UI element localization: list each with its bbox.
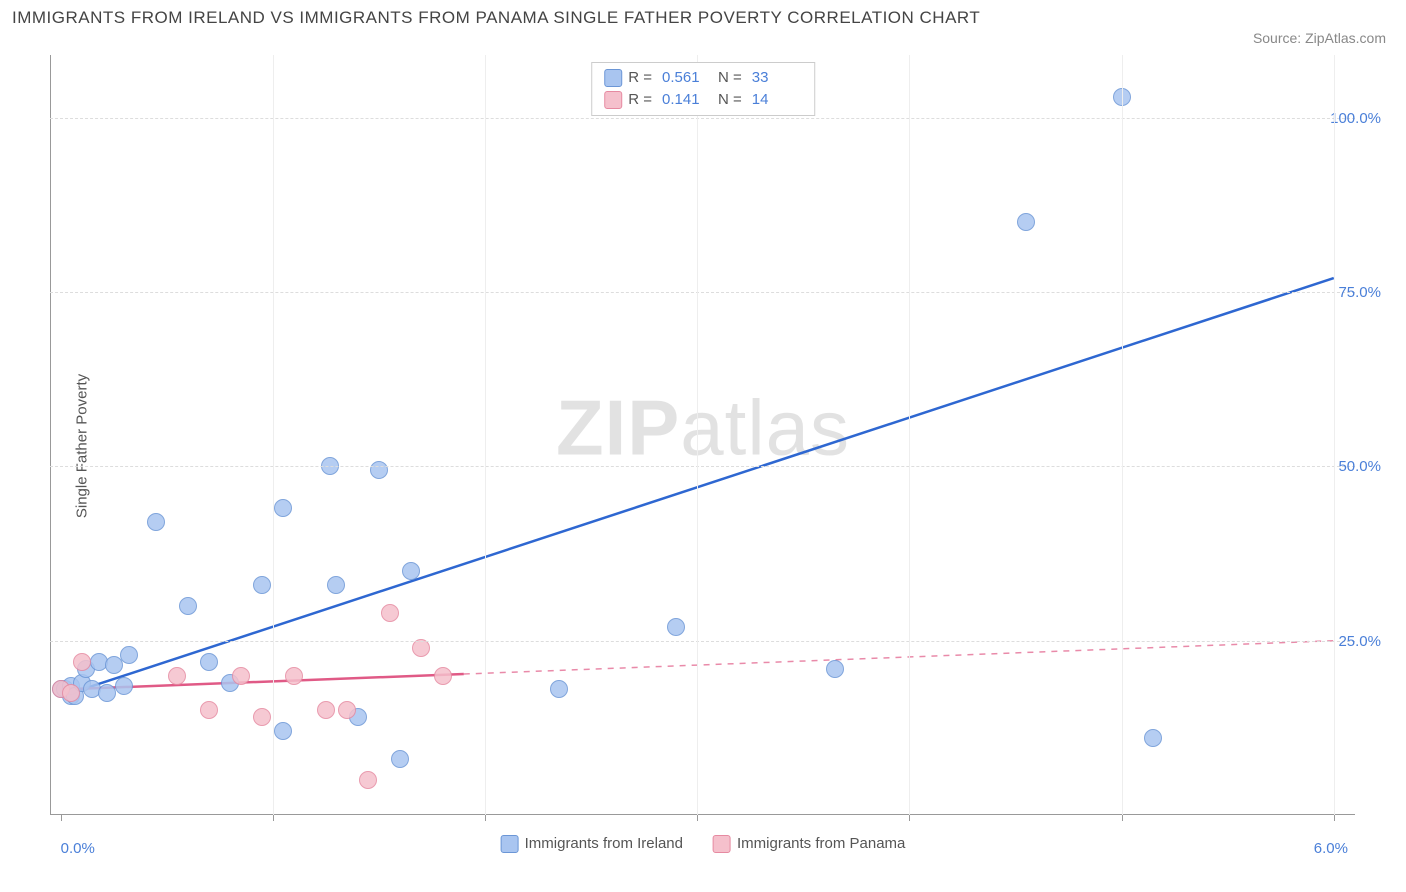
scatter-point-ireland [147,513,165,531]
legend-label-panama: Immigrants from Panama [737,835,905,852]
legend-n-label: N = [718,67,742,89]
legend-r-label: R = [628,89,652,111]
scatter-point-panama [338,701,356,719]
scatter-point-ireland [115,677,133,695]
scatter-point-ireland [120,646,138,664]
gridline-v [1334,55,1335,815]
scatter-point-ireland [1144,729,1162,747]
scatter-point-panama [62,684,80,702]
legend-stat-row-panama: R = 0.141 N = 14 [604,89,802,111]
gridline-h [50,292,1355,293]
y-tick-label: 25.0% [1301,633,1381,650]
scatter-point-ireland [200,653,218,671]
scatter-point-ireland [274,499,292,517]
scatter-point-panama [359,771,377,789]
legend-r-value-ireland: 0.561 [662,67,712,89]
legend-item-ireland: Immigrants from Ireland [501,835,683,853]
x-tick-mark [1122,815,1123,821]
legend-r-value-panama: 0.141 [662,89,712,111]
gridline-v [273,55,274,815]
scatter-point-panama [285,667,303,685]
scatter-point-ireland [402,562,420,580]
legend-stat-row-ireland: R = 0.561 N = 33 [604,67,802,89]
source-prefix: Source: [1253,30,1305,46]
scatter-point-ireland [179,597,197,615]
legend-swatch-ireland [501,835,519,853]
scatter-point-ireland [550,680,568,698]
x-tick-mark [485,815,486,821]
source-attribution: Source: ZipAtlas.com [1253,30,1386,46]
gridline-v [485,55,486,815]
gridline-h [50,641,1355,642]
scatter-point-panama [232,667,250,685]
scatter-point-ireland [826,660,844,678]
legend-swatch-ireland [604,69,622,87]
legend-stats-box: R = 0.561 N = 33 R = 0.141 N = 14 [591,62,815,116]
chart-title: IMMIGRANTS FROM IRELAND VS IMMIGRANTS FR… [12,8,980,28]
gridline-v [697,55,698,815]
scatter-point-panama [168,667,186,685]
gridline-v [1122,55,1123,815]
legend-swatch-panama [713,835,731,853]
scatter-point-ireland [667,618,685,636]
x-tick-mark [61,815,62,821]
x-tick-mark [909,815,910,821]
gridline-v [909,55,910,815]
scatter-point-ireland [253,576,271,594]
scatter-point-panama [434,667,452,685]
legend-item-panama: Immigrants from Panama [713,835,905,853]
gridline-h [50,118,1355,119]
legend-n-label: N = [718,89,742,111]
gridline-h [50,466,1355,467]
legend-swatch-panama [604,91,622,109]
scatter-point-panama [381,604,399,622]
x-tick-label: 0.0% [61,840,95,857]
scatter-point-panama [73,653,91,671]
scatter-point-ireland [1017,213,1035,231]
scatter-point-ireland [370,461,388,479]
x-tick-mark [273,815,274,821]
legend-n-value-ireland: 33 [752,67,802,89]
legend-n-value-panama: 14 [752,89,802,111]
scatter-point-ireland [274,722,292,740]
x-tick-mark [697,815,698,821]
y-tick-label: 75.0% [1301,284,1381,301]
legend-series: Immigrants from Ireland Immigrants from P… [501,835,906,853]
legend-label-ireland: Immigrants from Ireland [525,835,683,852]
scatter-point-ireland [391,750,409,768]
scatter-point-panama [200,701,218,719]
legend-r-label: R = [628,67,652,89]
scatter-point-ireland [327,576,345,594]
y-tick-label: 100.0% [1301,110,1381,127]
chart-plot-area [50,55,1355,815]
y-tick-label: 50.0% [1301,458,1381,475]
x-tick-label: 6.0% [1314,840,1348,857]
scatter-point-panama [253,708,271,726]
scatter-point-panama [317,701,335,719]
source-link[interactable]: ZipAtlas.com [1305,30,1386,46]
x-tick-mark [1334,815,1335,821]
scatter-point-ireland [98,684,116,702]
